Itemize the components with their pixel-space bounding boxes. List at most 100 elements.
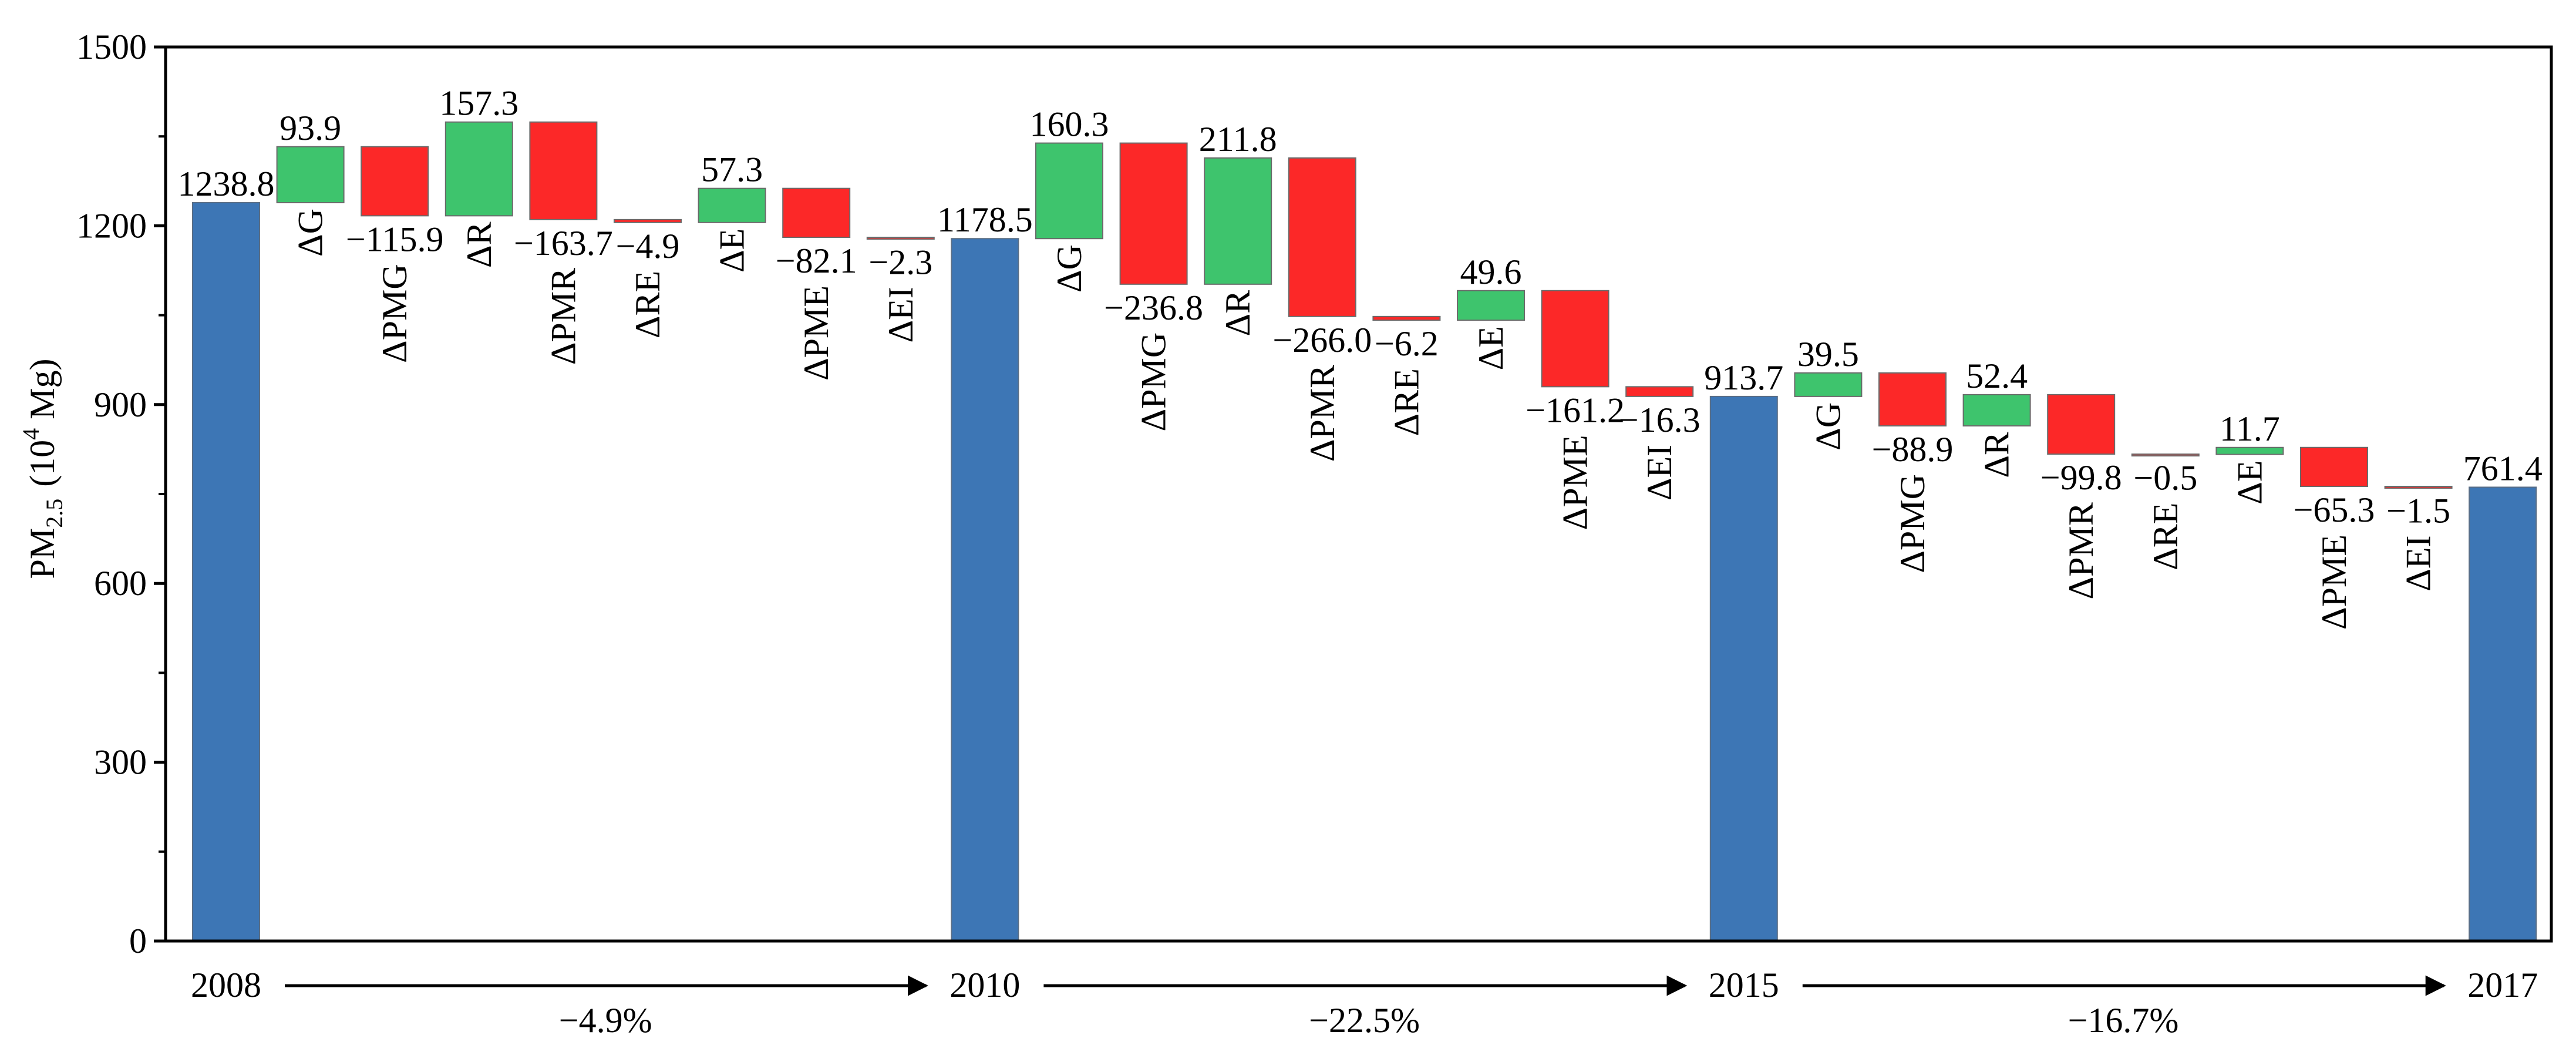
component-label-g1-2: ΔR <box>1218 290 1257 337</box>
period-change-label-2: −16.7% <box>2068 1001 2179 1040</box>
component-label-g2-3: ΔPMR <box>2062 502 2100 599</box>
y-tick-label: 1500 <box>76 28 147 66</box>
total-value-label-2015: 913.7 <box>1704 358 1783 397</box>
value-label-g1-7: −16.3 <box>1619 401 1701 439</box>
value-label-g2-5: 11.7 <box>2220 409 2280 448</box>
component-label-g0-5: ΔE <box>713 229 752 273</box>
total-value-label-2008: 1238.8 <box>178 164 275 203</box>
component-label-g1-6: ΔPME <box>1556 435 1595 530</box>
year-label-2010: 2010 <box>949 966 1020 1004</box>
value-label-g2-7: −1.5 <box>2386 492 2450 530</box>
component-label-g0-7: ΔEI <box>881 287 920 342</box>
plot-frame <box>164 45 2553 943</box>
decrease-bar-g2-1 <box>1878 372 1947 427</box>
decrease-bar-g1-1 <box>1119 142 1188 285</box>
component-label-g1-0: ΔG <box>1050 244 1089 293</box>
value-label-g1-3: −266.0 <box>1272 321 1372 359</box>
component-label-g2-1: ΔPMG <box>1893 474 1932 573</box>
value-label-g2-1: −88.9 <box>1872 430 1954 469</box>
y-tick-label: 1200 <box>76 206 147 245</box>
component-label-g2-6: ΔPME <box>2315 535 2353 630</box>
value-label-g1-6: −161.2 <box>1526 391 1625 429</box>
value-label-g0-1: −115.9 <box>346 220 444 258</box>
value-label-g1-2: 211.8 <box>1199 120 1277 159</box>
increase-bar-g1-0 <box>1035 142 1103 240</box>
bars-layer <box>192 121 2537 942</box>
decrease-bar-g0-6 <box>782 187 851 238</box>
decrease-bar-g0-3 <box>529 121 598 220</box>
y-tick-label: 900 <box>94 385 147 424</box>
value-label-g1-5: 49.6 <box>1460 253 1522 291</box>
y-tick-label: 600 <box>94 564 147 603</box>
component-label-g2-7: ΔEI <box>2399 536 2438 592</box>
bottom-annotations: 2008 2010 2015 2017 −4.9% −22.5% −16.7% <box>191 966 2538 1040</box>
value-label-g0-2: 157.3 <box>439 84 518 123</box>
component-label-g2-4: ΔRE <box>2146 503 2185 570</box>
component-label-g1-5: ΔE <box>1471 326 1510 370</box>
decrease-bar-g0-7 <box>866 236 935 240</box>
y-axis-title-subscript: 2.5 <box>41 499 68 528</box>
period-change-label-0: −4.9% <box>559 1001 652 1040</box>
total-value-label-2017: 761.4 <box>2463 449 2543 488</box>
increase-bar-g1-5 <box>1457 290 1525 321</box>
component-label-g2-2: ΔR <box>1978 432 2016 478</box>
value-label-g2-2: 52.4 <box>1966 357 2028 395</box>
value-label-g1-4: −6.2 <box>1375 324 1439 363</box>
y-axis-ticks: 0 300 600 900 1200 1500 <box>76 28 166 960</box>
component-label-g1-3: ΔPMR <box>1303 365 1342 462</box>
value-label-g1-0: 160.3 <box>1030 105 1109 144</box>
value-label-g2-3: −99.8 <box>2040 458 2122 497</box>
increase-bar-g0-5 <box>698 187 766 223</box>
decrease-bar-g1-6 <box>1541 290 1609 388</box>
value-label-g2-6: −65.3 <box>2294 490 2375 529</box>
year-label-2015: 2015 <box>1709 966 1779 1004</box>
increase-bar-g0-2 <box>445 121 513 217</box>
y-axis-title: PM2.5 (104 Mg) <box>18 358 68 579</box>
value-label-g0-5: 57.3 <box>701 150 763 189</box>
component-label-g1-1: ΔPMG <box>1134 332 1173 432</box>
component-label-g0-0: ΔG <box>291 209 330 257</box>
value-label-g2-4: −0.5 <box>2133 459 2197 498</box>
year-label-2008: 2008 <box>191 966 261 1004</box>
y-axis-title-unit: Mg) <box>23 358 62 428</box>
y-tick-label: 0 <box>129 922 147 960</box>
decrease-bar-g2-3 <box>2047 394 2116 455</box>
component-label-g0-4: ΔRE <box>628 271 667 338</box>
total-bar-2015 <box>1709 395 1778 942</box>
decrease-bar-g1-7 <box>1625 386 1694 397</box>
component-label-g1-7: ΔEI <box>1640 445 1679 500</box>
period-change-label-1: −22.5% <box>1309 1001 1420 1040</box>
y-axis-title-text: PM2.5 (104 Mg) <box>18 358 68 579</box>
y-tick-label: 300 <box>94 743 147 782</box>
increase-bar-g2-5 <box>2215 446 2284 455</box>
component-label-g1-4: ΔRE <box>1387 368 1426 436</box>
component-label-g0-1: ΔPMG <box>375 264 414 363</box>
total-bar-2008 <box>192 202 260 942</box>
component-label-g0-2: ΔR <box>460 221 499 268</box>
value-label-g2-0: 39.5 <box>1797 335 1859 374</box>
y-axis-title-superscript: 4 <box>18 428 44 440</box>
increase-bar-g0-0 <box>276 146 345 204</box>
component-label-g2-5: ΔE <box>2230 461 2269 505</box>
value-label-g1-1: −236.8 <box>1104 288 1203 327</box>
decrease-bar-g2-7 <box>2384 486 2453 489</box>
total-value-label-2010: 1178.5 <box>937 200 1033 239</box>
increase-bar-g2-0 <box>1794 372 1863 397</box>
value-label-g0-0: 93.9 <box>280 109 341 147</box>
decrease-bar-g0-4 <box>614 219 682 223</box>
component-label-g2-0: ΔG <box>1809 402 1847 451</box>
component-label-g0-3: ΔPMR <box>544 268 582 365</box>
component-label-g0-6: ΔPME <box>797 285 836 381</box>
decrease-bar-g1-4 <box>1372 315 1441 321</box>
y-axis-title-main: PM <box>23 528 62 579</box>
decrease-bar-g2-6 <box>2300 446 2368 488</box>
value-label-g0-4: −4.9 <box>616 227 680 266</box>
value-label-g0-3: −163.7 <box>514 224 613 263</box>
decrease-bar-g1-3 <box>1288 157 1356 317</box>
value-label-g0-6: −82.1 <box>776 241 857 280</box>
y-axis-title-paren: (10 <box>23 440 62 487</box>
total-bar-2017 <box>2469 486 2537 942</box>
value-label-g0-7: −2.3 <box>868 243 932 281</box>
